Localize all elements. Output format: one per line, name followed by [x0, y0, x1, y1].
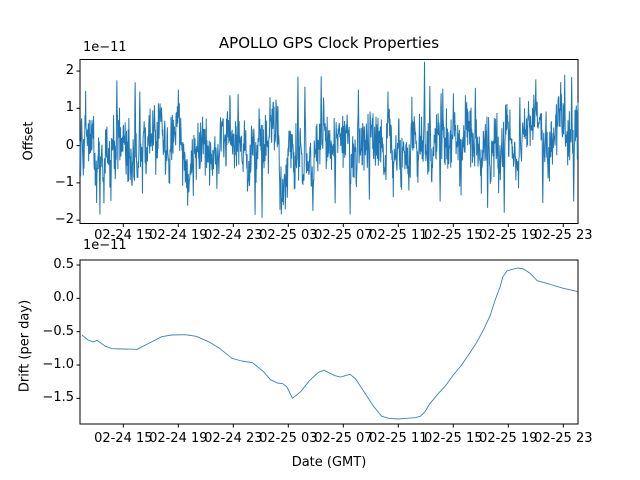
x-tick-label: 02-25 15	[424, 228, 483, 243]
y-tick-label: −1	[54, 174, 74, 190]
x-tick-label: 02-25 19	[479, 228, 538, 243]
y-tick-label: −0.5	[42, 323, 74, 339]
x-tick-label: 02-24 19	[149, 431, 208, 446]
x-tick-label: 02-25 11	[369, 431, 428, 446]
x-tick-label: 02-25 15	[424, 431, 483, 446]
x-tick-label: 02-25 07	[314, 228, 373, 243]
y-tick-label: −1.0	[42, 357, 74, 372]
x-tick-label: 02-25 11	[369, 228, 428, 243]
top-axis-scale-offset-label: 1e−11	[83, 40, 127, 55]
x-tick-label: 02-25 19	[479, 431, 538, 446]
x-tick-label: 02-25 07	[314, 431, 373, 446]
y-tick-label: 0.5	[53, 257, 74, 272]
x-tick-label: 02-24 23	[204, 228, 263, 243]
offset-series-line	[79, 61, 579, 218]
y-tick-label: 0.0	[53, 290, 74, 306]
y-tick-label: 1	[65, 100, 74, 116]
x-tick-label: 02-24 23	[204, 431, 263, 446]
drift-series-line	[81, 267, 578, 420]
y-tick-label: 2	[65, 63, 74, 79]
x-tick-label: 02-24 19	[149, 228, 208, 243]
bottom-ylabel: Drift (per day)	[17, 299, 33, 393]
x-tick-label: 02-25 23	[534, 228, 593, 243]
x-tick-label: 02-24 15	[94, 431, 153, 446]
x-tick-label: 02-25 03	[259, 431, 318, 446]
y-tick-label: −1.5	[42, 390, 74, 406]
y-tick-label: 0	[65, 137, 74, 153]
chart-title: APOLLO GPS Clock Properties	[218, 34, 440, 52]
x-tick-label: 02-24 15	[94, 228, 153, 243]
axes-box	[79, 259, 579, 425]
x-axis-label: Date (GMT)	[291, 455, 367, 470]
x-tick-label: 02-25 03	[259, 228, 318, 243]
bottom-axis-scale-offset-label: 1e−11	[83, 238, 127, 253]
y-tick-label: −2	[54, 212, 74, 228]
x-tick-label: 02-25 23	[534, 431, 593, 446]
